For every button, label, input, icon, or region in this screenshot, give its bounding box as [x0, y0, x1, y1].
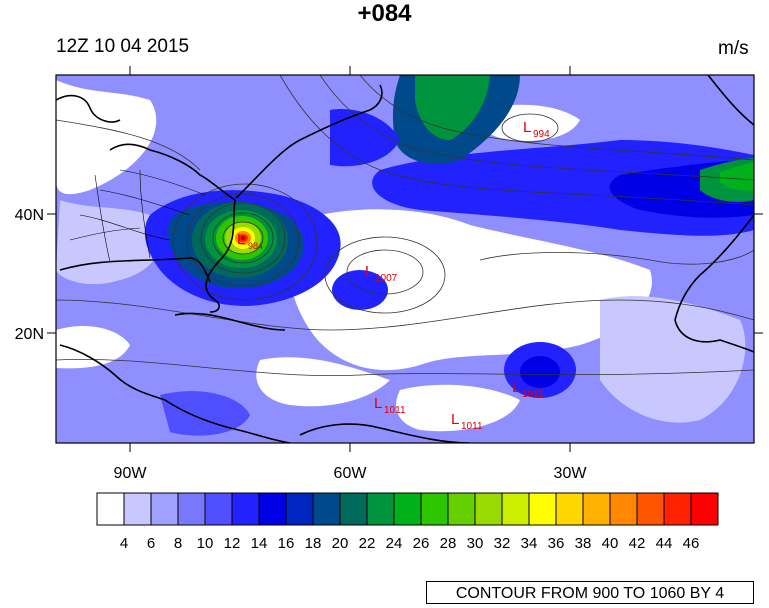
low-pressure-labels: L 984 L 1007 L 994 L 1011 L 1011 L 1011 — [237, 119, 550, 432]
colorbar-swatch — [690, 492, 719, 526]
colorbar-swatch — [636, 492, 665, 526]
colorbar-swatch — [258, 492, 287, 526]
colorbar-tick-label: 20 — [332, 535, 349, 552]
colorbar-swatch — [663, 492, 692, 526]
colorbar-tick-label: 12 — [224, 535, 241, 552]
colorbar-tick-label: 44 — [656, 535, 673, 552]
colorbar-swatch — [339, 492, 368, 526]
colorbar-tick-label: 22 — [359, 535, 376, 552]
lon-tick-label: 30W — [554, 465, 588, 482]
colorbar-swatch — [555, 492, 584, 526]
low-label: L — [451, 411, 459, 428]
colorbar-swatch — [285, 492, 314, 526]
colorbar-tick-label: 40 — [602, 535, 619, 552]
colorbar-tick-label: 32 — [494, 535, 511, 552]
colorbar-swatch — [582, 492, 611, 526]
colorbar-tick-label: 4 — [120, 535, 128, 552]
lat-tick-label: 40N — [15, 207, 44, 224]
colorbar-tick-label: 42 — [629, 535, 646, 552]
colorbar-swatch — [447, 492, 476, 526]
colorbar-tick-label: 36 — [548, 535, 565, 552]
colorbar-tick-label: 30 — [467, 535, 484, 552]
colorbar-swatch — [366, 492, 395, 526]
axis-ticks — [47, 66, 763, 452]
valid-time-label: 12Z 10 04 2015 — [56, 36, 190, 57]
colorbar-tick-label: 16 — [278, 535, 295, 552]
low-label: L — [523, 119, 531, 136]
pressure-contours — [56, 75, 754, 377]
colorbar-tick-label: 18 — [305, 535, 322, 552]
coastlines — [56, 75, 754, 443]
low-value: 1007 — [375, 273, 398, 284]
low-label: L — [237, 231, 245, 248]
low-label: L — [365, 263, 373, 280]
colorbar-swatch — [204, 492, 233, 526]
map-frame — [55, 74, 755, 444]
lat-tick-label: 20N — [15, 326, 44, 343]
colorbar-tick-label: 6 — [147, 535, 155, 552]
colorbar — [96, 492, 719, 526]
low-value: 984 — [248, 241, 263, 251]
colorbar-labels: 4 6 8 10 12 14 16 18 20 22 24 26 28 30 32 34 36 38 40 42 44 4… — [120, 535, 700, 552]
wind-speed-field — [56, 75, 754, 443]
colorbar-swatch — [474, 492, 503, 526]
state-borders — [69, 169, 206, 263]
colorbar-swatch — [501, 492, 530, 526]
low-label: L — [512, 379, 520, 396]
colorbar-swatch — [312, 492, 341, 526]
low-value: 1011 — [522, 389, 544, 400]
colorbar-swatch — [96, 492, 125, 526]
colorbar-tick-label: 38 — [575, 535, 592, 552]
units-label: m/s — [718, 38, 749, 59]
contour-info-box: CONTOUR FROM 900 TO 1060 BY 4 — [426, 581, 754, 604]
colorbar-swatch — [420, 492, 449, 526]
colorbar-swatch — [231, 492, 260, 526]
low-value: 994 — [533, 129, 550, 140]
colorbar-swatch — [393, 492, 422, 526]
low-value: 1011 — [461, 421, 483, 432]
low-label: L — [374, 395, 382, 412]
colorbar-tick-label: 14 — [251, 535, 268, 552]
colorbar-swatch — [150, 492, 179, 526]
colorbar-tick-label: 34 — [521, 535, 538, 552]
low-value: 1011 — [384, 405, 406, 416]
colorbar-tick-label: 26 — [413, 535, 430, 552]
lon-tick-label: 60W — [334, 465, 368, 482]
lon-tick-label: 90W — [114, 465, 148, 482]
colorbar-tick-label: 8 — [174, 535, 182, 552]
colorbar-swatch — [528, 492, 557, 526]
colorbar-swatch — [123, 492, 152, 526]
colorbar-tick-label: 10 — [197, 535, 214, 552]
colorbar-tick-label: 24 — [386, 535, 403, 552]
colorbar-tick-label: 28 — [440, 535, 457, 552]
colorbar-swatch — [609, 492, 638, 526]
forecast-hour-title: +084 — [357, 0, 412, 27]
colorbar-swatch — [177, 492, 206, 526]
colorbar-tick-label: 46 — [683, 535, 700, 552]
